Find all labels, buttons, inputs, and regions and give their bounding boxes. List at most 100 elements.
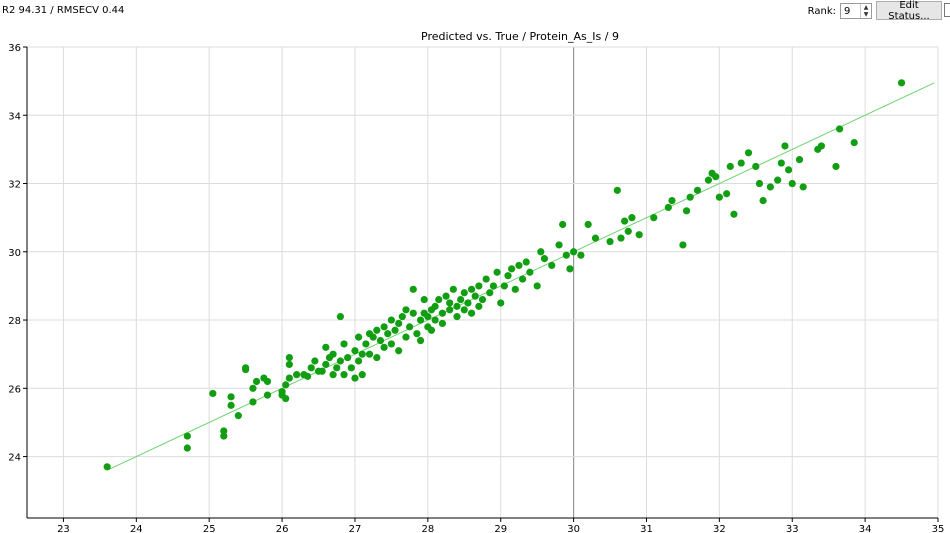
data-point [795,156,804,164]
x-tick-label: 33 [786,524,799,533]
data-point [522,258,530,266]
data-point [486,289,494,297]
data-point [723,190,731,198]
data-point [402,333,410,341]
y-tick-label: 34 [8,111,21,122]
data-point [726,162,734,171]
data-point [285,353,293,362]
data-point [577,251,585,259]
data-point [682,207,691,215]
data-point [693,186,702,194]
data-point [515,261,523,270]
y-tick-label: 30 [8,248,21,259]
data-point [249,398,257,406]
data-point [380,343,388,351]
chart-title: Predicted vs. True / Protein_As_Is / 9 [421,30,619,43]
edge-checkbox[interactable] [944,3,950,17]
data-point [322,343,330,351]
data-point [562,251,570,259]
spin-down-icon[interactable]: ▼ [863,11,869,18]
x-tick-label: 30 [567,524,580,533]
data-point [537,248,545,256]
data-point [446,299,454,307]
data-point [635,231,643,239]
data-point [817,142,825,150]
data-point [402,306,410,314]
data-point [566,265,574,273]
data-point [730,210,738,218]
data-point [220,432,228,440]
data-point [391,326,399,334]
data-point [369,333,377,341]
data-point [355,357,363,365]
data-point [715,193,723,201]
data-point [668,196,676,205]
data-point [282,381,290,389]
data-point [285,374,293,382]
data-point [409,285,417,293]
data-point [679,241,687,249]
data-point [336,357,344,365]
data-point [398,313,406,321]
data-point [752,162,760,171]
data-point [311,357,319,365]
rank-spinbox[interactable]: 9 ▲ ▼ [840,3,872,19]
data-point [850,138,858,147]
data-point [621,217,629,225]
data-point [617,234,625,242]
stats-text: R2 94.31 / RMSECV 0.44 [2,5,125,16]
data-point [183,444,191,452]
data-point [781,142,789,150]
x-axis-ticks: 23 24 25 26 27 28 29 30 31 32 33 34 35 [57,518,944,533]
data-point [351,347,359,355]
data-point [457,295,465,304]
spin-up-icon[interactable]: ▲ [863,4,869,11]
rank-value: 9 [844,5,851,17]
data-point [263,391,272,399]
data-point [464,299,472,307]
data-point [500,282,508,290]
data-point [103,463,111,471]
data-point [460,306,468,314]
data-point [358,371,366,379]
data-point [293,371,301,379]
data-point [209,389,217,398]
x-tick-label: 34 [859,524,872,533]
data-point [431,302,439,310]
data-point [453,302,461,310]
data-point [395,319,403,328]
data-point [836,125,844,133]
data-point [584,220,592,229]
data-point [686,193,694,201]
data-point [307,364,315,372]
rank-label: Rank: [807,5,836,17]
data-point [336,313,344,321]
x-tick-label: 31 [640,524,653,533]
data-point [744,149,753,157]
data-point [355,333,363,341]
data-point [570,248,578,256]
x-tick-label: 27 [349,524,362,533]
data-point [220,427,228,435]
data-point [380,323,388,331]
data-point [183,432,191,440]
rank-spin-buttons[interactable]: ▲ ▼ [860,4,871,18]
data-point [303,372,312,380]
data-point [766,183,774,191]
y-tick-label: 32 [8,180,21,191]
data-point [606,237,614,246]
data-point [460,289,468,297]
data-point [664,203,672,212]
x-tick-label: 29 [494,524,507,533]
data-point [755,179,764,188]
data-point [409,309,417,317]
data-point [788,179,796,188]
data-point [799,183,807,191]
data-point [329,371,337,379]
rank-control: Rank: 9 ▲ ▼ [808,3,872,19]
edit-status-button[interactable]: Edit Status... [876,0,942,22]
data-point [540,255,549,263]
data-point [413,330,421,338]
data-point [449,285,457,293]
